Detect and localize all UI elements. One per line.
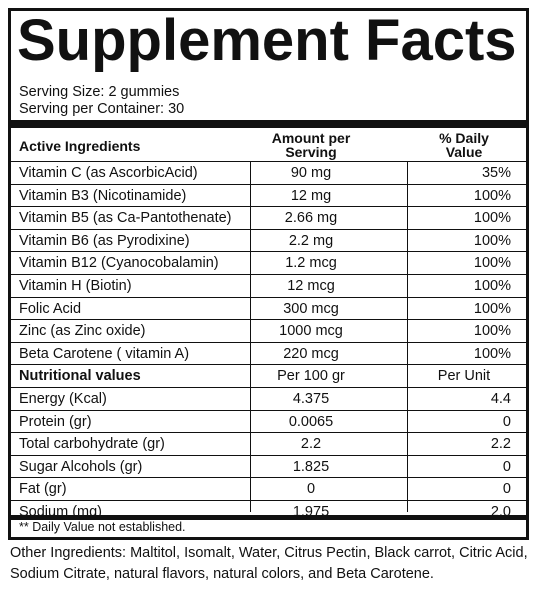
table-row: Protein (gr) 0.0065 0 xyxy=(11,409,526,434)
row-name: Total carbohydrate (gr) xyxy=(19,436,165,453)
table-row: Vitamin B3 (Nicotinamide) 12 mg 100% xyxy=(11,183,526,208)
column-divider-2 xyxy=(407,161,408,512)
row-value: 0 xyxy=(502,458,511,475)
row-amount: 1000 mcg xyxy=(279,323,343,340)
row-amount: Per 100 gr xyxy=(277,368,345,385)
row-name: Folic Acid xyxy=(19,300,82,317)
row-value: 100% xyxy=(473,210,511,227)
row-value: Per Unit xyxy=(437,368,491,385)
row-amount: 90 mg xyxy=(290,165,332,181)
row-amount: 300 mcg xyxy=(283,300,339,317)
row-amount: 1.975 xyxy=(292,504,330,520)
header-dv-line1: % Daily xyxy=(439,130,489,146)
header-amount-line1: Amount per xyxy=(271,130,351,146)
servings-per-container: Serving per Container: 30 xyxy=(19,101,185,117)
header-dv-line2: Value xyxy=(445,144,483,160)
table-row: Beta Carotene ( vitamin A) 220 mcg 100% xyxy=(11,341,526,366)
row-value: 100% xyxy=(473,323,511,340)
table-row: Folic Acid 300 mcg 100% xyxy=(11,296,526,321)
row-value: 4.4 xyxy=(490,391,511,407)
row-amount: 12 mcg xyxy=(287,278,335,294)
row-value: 100% xyxy=(473,300,511,317)
row-name: Vitamin B5 (as Ca-Pantothenate) xyxy=(19,210,232,227)
thick-divider-bottom xyxy=(11,515,526,520)
row-amount: 2.2 mg xyxy=(288,232,334,249)
row-amount: 4.375 xyxy=(292,391,330,407)
row-value: 0 xyxy=(502,413,511,430)
row-name: Vitamin H (Biotin) xyxy=(19,278,132,294)
row-name: Nutritional values xyxy=(19,368,141,385)
thick-divider-top xyxy=(11,120,526,128)
row-name: Protein (gr) xyxy=(19,413,92,430)
row-amount: 0.0065 xyxy=(288,413,334,430)
row-value: 100% xyxy=(473,187,511,204)
row-value: 0 xyxy=(502,481,511,498)
row-name: Vitamin B3 (Nicotinamide) xyxy=(19,187,187,204)
table-row: Vitamin B12 (Cyanocobalamin) 1.2 mcg 100% xyxy=(11,251,526,275)
supplement-facts-panel: Supplement Facts Serving Size: 2 gummies… xyxy=(8,8,529,540)
other-ingredients: Other Ingredients: Maltitol, Isomalt, Wa… xyxy=(10,545,528,582)
table-row: Energy (Kcal) 4.375 4.4 xyxy=(11,387,526,411)
row-value: 100% xyxy=(473,345,511,362)
table-row: Zinc (as Zinc oxide) 1000 mcg 100% xyxy=(11,319,526,343)
header-amount: Amount per Serving xyxy=(256,131,366,159)
table-row: Sugar Alcohols (gr) 1.825 0 xyxy=(11,454,526,479)
table-row: Fat (gr) 0 0 xyxy=(11,477,526,501)
table-row: Vitamin H (Biotin) 12 mcg 100% xyxy=(11,274,526,298)
table-row: Vitamin B6 (as Pyrodixine) 2.2 mg 100% xyxy=(11,228,526,253)
row-name: Energy (Kcal) xyxy=(19,391,107,407)
row-name: Vitamin B12 (Cyanocobalamin) xyxy=(19,255,219,272)
row-name: Zinc (as Zinc oxide) xyxy=(19,323,146,340)
row-amount: 2.2 xyxy=(300,436,322,453)
row-value: 2.2 xyxy=(490,436,511,453)
row-value: 35% xyxy=(481,165,511,181)
section-header-row: Nutritional values Per 100 gr Per Unit xyxy=(11,364,526,388)
row-name: Sugar Alcohols (gr) xyxy=(19,458,143,475)
header-ingredients: Active Ingredients xyxy=(19,138,141,154)
table-row: Total carbohydrate (gr) 2.2 2.2 xyxy=(11,432,526,456)
table-row: Vitamin B5 (as Ca-Pantothenate) 2.66 mg 10… xyxy=(11,206,526,230)
header-daily-value: % Daily Value xyxy=(411,131,517,159)
row-name: Fat (gr) xyxy=(19,481,67,498)
table-header: Active Ingredients Amount per Serving % … xyxy=(11,131,526,161)
row-value: 2.0 xyxy=(490,504,511,520)
row-name: Vitamin C (as AscorbicAcid) xyxy=(19,165,198,181)
column-divider-1 xyxy=(250,161,251,512)
table-row: Vitamin C (as AscorbicAcid) 90 mg 35% xyxy=(11,161,526,185)
panel-title: Supplement Facts xyxy=(17,8,517,73)
row-amount: 1.825 xyxy=(292,458,330,475)
row-amount: 12 mg xyxy=(290,187,332,204)
header-amount-line2: Serving xyxy=(285,144,337,160)
row-name: Beta Carotene ( vitamin A) xyxy=(19,345,190,362)
serving-size: Serving Size: 2 gummies xyxy=(19,84,180,100)
row-amount: 220 mcg xyxy=(283,345,339,362)
row-amount: 2.66 mg xyxy=(284,210,338,227)
row-value: 100% xyxy=(473,255,511,272)
row-value: 100% xyxy=(473,232,511,249)
footnote: ** Daily Value not established. xyxy=(19,520,186,534)
row-value: 100% xyxy=(473,278,511,294)
row-amount: 0 xyxy=(306,481,316,498)
row-amount: 1.2 mcg xyxy=(285,255,337,272)
row-name: Vitamin B6 (as Pyrodixine) xyxy=(19,232,190,249)
